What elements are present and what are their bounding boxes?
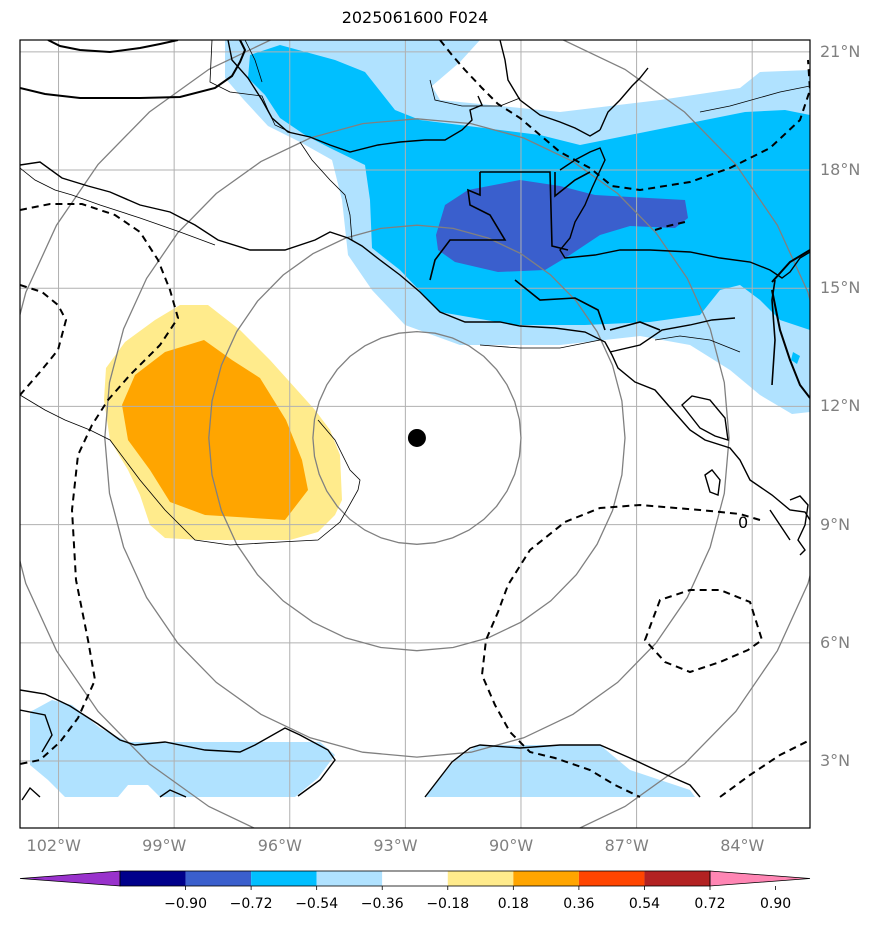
contour-label: 0 <box>738 513 748 532</box>
colorbar-tick-label: 0.90 <box>759 896 792 912</box>
colorbar-tick-label: 0.36 <box>563 896 595 912</box>
lon-label: 102°W <box>26 836 81 855</box>
colorbar-swatch <box>447 871 514 886</box>
shaded-field-dark-blue <box>436 180 688 272</box>
map-frame <box>19 39 811 829</box>
shaded-field-orange <box>122 340 308 520</box>
colorbar-tick-label: 0.54 <box>628 896 661 912</box>
gridlines <box>20 40 810 828</box>
colorbar-extend-low <box>19 870 121 887</box>
colorbar-swatch <box>578 871 645 886</box>
colorbar-tick-label: −0.54 <box>295 896 339 912</box>
colorbar-swatch <box>644 871 710 886</box>
colorbar-tick-label: −0.18 <box>426 896 470 912</box>
lat-label: 15°N <box>820 278 861 298</box>
lon-label: 90°W <box>488 836 534 855</box>
lon-label: 96°W <box>257 836 302 855</box>
lat-label: 6°N <box>820 632 851 652</box>
lat-label: 12°N <box>820 396 861 416</box>
contour-lines-dashed <box>20 40 810 798</box>
lon-label: 87°W <box>604 836 649 855</box>
range-ring-3 <box>20 40 810 828</box>
colorbar-outline <box>119 870 711 887</box>
coastlines <box>20 40 810 801</box>
colorbar-tick-label: −0.72 <box>229 896 273 912</box>
colorbar-swatch <box>382 871 448 886</box>
lon-label: 93°W <box>373 836 418 855</box>
state-borders <box>20 40 810 546</box>
colorbar-swatch <box>316 871 383 886</box>
colorbar-tick-label: −0.90 <box>164 896 207 912</box>
range-ring-1 <box>208 224 626 652</box>
colorbar-tick-label: 0.18 <box>497 896 529 912</box>
lon-label: 84°W <box>720 836 765 855</box>
range-ring-0 <box>312 330 522 545</box>
storm-center-marker <box>407 428 426 447</box>
colorbar <box>19 870 811 890</box>
lon-label: 99°W <box>142 836 187 855</box>
colorbar-swatch <box>120 871 186 886</box>
map-title: 2025061600 F024 <box>341 8 489 27</box>
colorbar-swatch <box>513 871 579 886</box>
contour-lines-solid <box>20 40 810 399</box>
colorbar-extend-high <box>709 870 811 887</box>
colorbar-tick-label: 0.72 <box>694 896 726 912</box>
lat-label: 18°N <box>820 160 861 180</box>
colorbar-tick-label: −0.36 <box>360 896 404 912</box>
lat-label: 3°N <box>820 751 851 771</box>
country-borders <box>429 171 776 386</box>
lat-label: 9°N <box>820 514 851 534</box>
colorbar-swatch <box>251 871 317 886</box>
lat-label: 21°N <box>820 41 861 61</box>
colorbar-swatch <box>185 871 252 886</box>
